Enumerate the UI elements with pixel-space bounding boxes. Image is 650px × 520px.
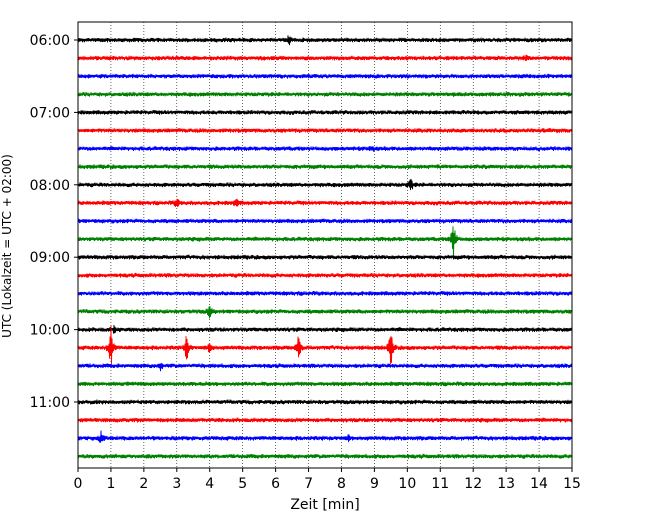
- seismogram-trace: [77, 127, 573, 134]
- frame-layer: [74, 21, 573, 472]
- seismogram-trace: [77, 254, 573, 261]
- x-tick-label: 10: [398, 476, 416, 492]
- seismogram-trace: [77, 218, 573, 224]
- x-tick-label: 13: [497, 476, 515, 492]
- x-tick-label: 14: [530, 476, 548, 492]
- seismogram-trace: [77, 272, 573, 279]
- seismogram-trace: [77, 145, 573, 152]
- seismogram-trace: [77, 306, 573, 319]
- trace-layer: [77, 35, 573, 460]
- x-tick-label: 5: [238, 476, 247, 492]
- seismogram-trace: [77, 325, 573, 365]
- seismogram-trace: [77, 381, 573, 387]
- y-tick-label: 06:00: [30, 33, 70, 49]
- seismogram-trace: [77, 226, 573, 260]
- seismogram-trace: [77, 54, 573, 61]
- seismogram-trace: [77, 73, 573, 80]
- x-tick-label: 11: [431, 476, 449, 492]
- seismogram-trace: [77, 430, 573, 443]
- seismogram-trace: [77, 290, 573, 297]
- x-tick-label: 6: [271, 476, 280, 492]
- y-tick-label: 11:00: [30, 395, 70, 411]
- x-tick-label: 9: [370, 476, 379, 492]
- seismogram-trace: [77, 325, 573, 334]
- x-tick-label: 0: [74, 476, 83, 492]
- x-tick-label: 8: [337, 476, 346, 492]
- x-tick-label: 15: [563, 476, 581, 492]
- x-tick-label: 4: [205, 476, 214, 492]
- y-tick-label: 07:00: [30, 105, 70, 121]
- plot-frame: [77, 21, 573, 469]
- seismogram-trace: [77, 453, 573, 460]
- x-tick-label: 7: [304, 476, 313, 492]
- x-tick-label: 2: [139, 476, 148, 492]
- seismogram-trace: [77, 178, 573, 191]
- y-tick-label: 10:00: [30, 323, 70, 339]
- x-tick-label: 1: [106, 476, 115, 492]
- x-tick-label: 12: [464, 476, 482, 492]
- seismogram-trace: [77, 91, 573, 98]
- x-tick-label: 3: [172, 476, 181, 492]
- grid-layer: [110, 22, 540, 468]
- seismogram-trace: [77, 163, 573, 170]
- seismogram-trace: [77, 35, 573, 46]
- seismogram-trace: [77, 399, 573, 405]
- y-tick-label: 08:00: [30, 178, 70, 194]
- y-tick-label: 09:00: [30, 250, 70, 266]
- seismogram-trace: [77, 109, 573, 116]
- y-axis-label: UTC (Lokalzeit = UTC + 02:00): [0, 154, 14, 338]
- seismogram-trace: [77, 198, 573, 208]
- seismogram-trace: [77, 362, 573, 372]
- label-layer: Zeit [min] UTC (Lokalzeit = UTC + 02:00)…: [0, 33, 581, 513]
- x-axis-label: Zeit [min]: [290, 497, 359, 513]
- seismogram-trace: [77, 417, 573, 423]
